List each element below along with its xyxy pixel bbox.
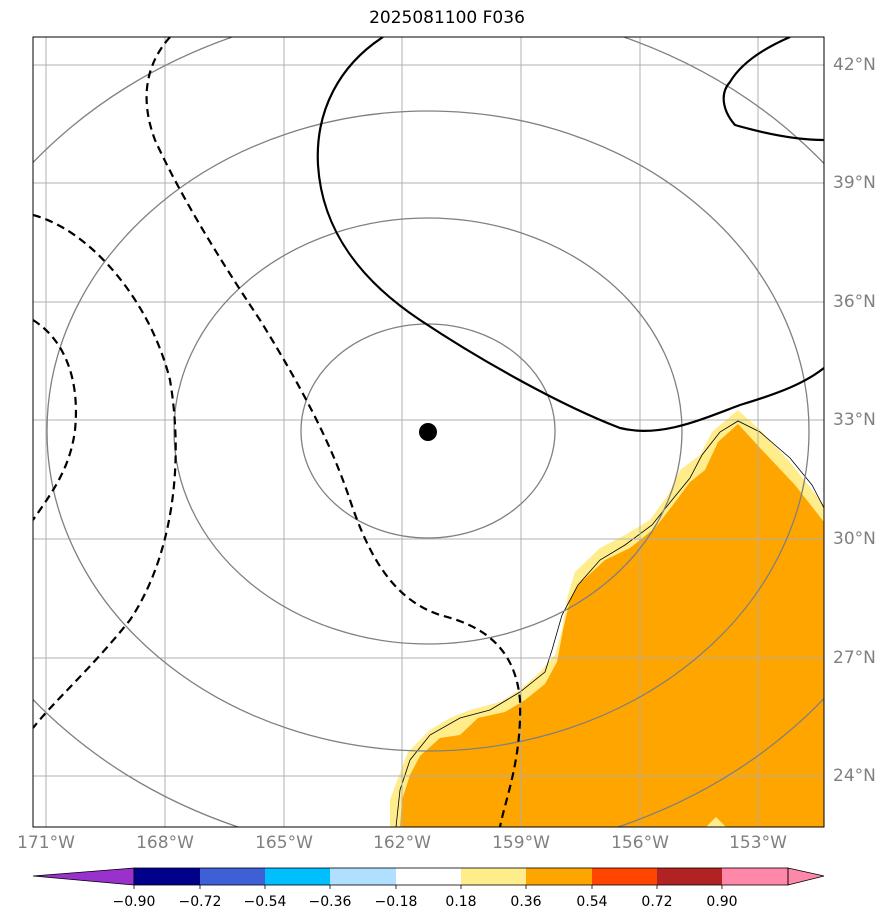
- solid-contours: [316, 37, 824, 432]
- lat-tick-label: 39°N: [833, 173, 876, 193]
- graticule: [33, 37, 824, 827]
- colorbar-label: −0.54: [243, 894, 287, 910]
- lat-tick-label: 33°N: [833, 410, 876, 430]
- lat-tick-label: 30°N: [833, 529, 876, 549]
- lon-tick-label: 171°W: [17, 833, 75, 853]
- colorbar-segment: [461, 868, 526, 885]
- dashed-contours: [33, 37, 522, 827]
- colorbar: [32, 867, 825, 889]
- lon-tick-label: 153°W: [729, 833, 787, 853]
- lon-tick-label: 165°W: [255, 833, 313, 853]
- colorbar-label: 0.72: [641, 894, 673, 910]
- chart-title: 2025081100 F036: [369, 8, 525, 28]
- colorbar-label: 0.36: [510, 894, 542, 910]
- lon-tick-label: 162°W: [373, 833, 431, 853]
- colorbar-extend-left: [32, 867, 135, 886]
- colorbar-label: −0.18: [374, 894, 418, 910]
- colorbar-segment: [722, 868, 788, 885]
- colorbar-label: −0.72: [178, 894, 222, 910]
- lat-tick-label: 36°N: [833, 292, 876, 312]
- storm-center-marker: [419, 423, 437, 441]
- colorbar-segment: [200, 868, 265, 885]
- lon-tick-label: 168°W: [136, 833, 194, 853]
- lat-tick-label: 27°N: [833, 648, 876, 668]
- colorbar-label: 0.90: [706, 894, 738, 910]
- colorbar-extend-right: [787, 867, 825, 886]
- lon-tick-label: 156°W: [611, 833, 669, 853]
- colorbar-segment: [657, 868, 722, 885]
- lon-tick-label: 159°W: [492, 833, 550, 853]
- colorbar-label: −0.90: [112, 894, 156, 910]
- colorbar-label: 0.18: [445, 894, 477, 910]
- coastline: [395, 420, 824, 827]
- colorbar-segment: [134, 868, 200, 885]
- colorbar-label: −0.36: [308, 894, 352, 910]
- lat-tick-label: 24°N: [833, 766, 876, 786]
- colorbar-segment: [330, 868, 396, 885]
- colorbar-segment: [396, 868, 461, 885]
- colorbar-segment: [265, 868, 330, 885]
- plot-frame: [32, 36, 825, 828]
- colorbar-label: 0.54: [576, 894, 608, 910]
- shaded-field: [400, 424, 824, 827]
- colorbar-segment: [592, 868, 657, 885]
- shaded-field-notch: [706, 817, 726, 827]
- lat-tick-label: 42°N: [833, 55, 876, 75]
- colorbar-segment: [526, 868, 592, 885]
